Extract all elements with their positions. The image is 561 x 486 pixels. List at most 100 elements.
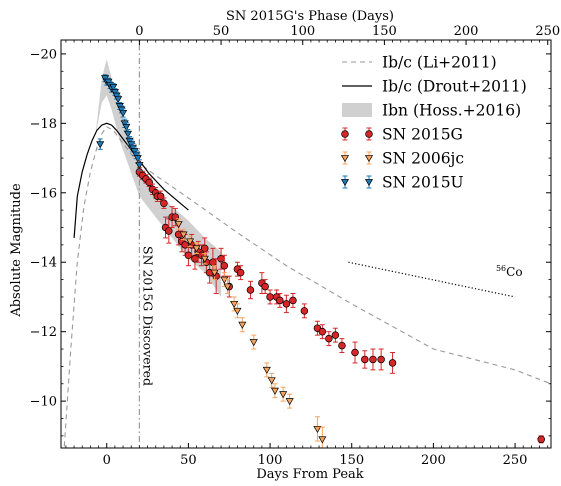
data-point bbox=[318, 436, 327, 444]
data-point bbox=[338, 341, 346, 350]
legend-label: SN 2006jc bbox=[382, 150, 464, 168]
legend-entry: Ib/c (Li+2011) bbox=[342, 54, 497, 72]
plot-frame bbox=[60, 39, 552, 449]
x-tick-label: 100 bbox=[258, 453, 283, 468]
y-tick-label: −14 bbox=[30, 256, 57, 271]
data-point bbox=[210, 269, 219, 277]
data-point bbox=[122, 123, 131, 131]
data-point bbox=[109, 83, 118, 92]
legend-marker bbox=[364, 155, 374, 163]
y-tick-label: −16 bbox=[30, 186, 57, 201]
data-point bbox=[171, 213, 180, 221]
data-point bbox=[192, 245, 201, 253]
data-point bbox=[238, 321, 247, 329]
data-point bbox=[223, 283, 232, 291]
discovery-label: SN 2015G Discovered bbox=[140, 246, 155, 386]
legend-entry: Ib/c (Drout+2011) bbox=[342, 78, 527, 96]
data-point bbox=[285, 398, 294, 406]
x-tick-label: 50 bbox=[180, 453, 197, 468]
data-point bbox=[270, 387, 280, 395]
legend-label: Ib/c (Drout+2011) bbox=[382, 78, 527, 96]
legend-entry: Ibn (Hoss.+2016) bbox=[342, 102, 521, 120]
drout2011-line bbox=[73, 122, 189, 238]
data-point bbox=[160, 199, 168, 207]
data-point bbox=[351, 348, 359, 357]
sn-2006jc-series bbox=[174, 218, 327, 448]
data-point bbox=[174, 221, 183, 229]
data-point bbox=[200, 244, 209, 253]
data-point bbox=[331, 331, 340, 339]
data-point bbox=[114, 96, 123, 104]
legend-entry: SN 2006jc bbox=[340, 150, 464, 168]
legend-label: SN 2015U bbox=[382, 174, 464, 192]
data-point bbox=[377, 355, 385, 364]
data-point bbox=[300, 307, 309, 315]
legend-swatch bbox=[342, 103, 372, 117]
li2011-line bbox=[63, 126, 551, 447]
data-point bbox=[156, 192, 165, 201]
data-point bbox=[145, 178, 153, 187]
legend-label: Ibn (Hoss.+2016) bbox=[382, 102, 521, 120]
data-point bbox=[266, 293, 274, 301]
legend-marker bbox=[341, 130, 349, 138]
data-point bbox=[179, 231, 188, 239]
data-point bbox=[135, 162, 144, 170]
data-point bbox=[388, 359, 397, 367]
data-point bbox=[246, 286, 255, 294]
legend-label: Ib/c (Li+2011) bbox=[382, 54, 497, 72]
y-tick-label: −20 bbox=[30, 47, 57, 62]
data-point bbox=[369, 355, 377, 364]
legend: Ib/c (Li+2011) Ib/c (Drout+2011) Ibn (Hoss… bbox=[340, 54, 527, 192]
cobalt-label: 56Co bbox=[496, 264, 523, 279]
y-tick-label: −12 bbox=[30, 325, 57, 340]
top-x-tick-label: 250 bbox=[535, 24, 560, 39]
cobalt-superscript: 56 bbox=[496, 264, 506, 273]
data-point bbox=[119, 109, 128, 118]
data-point bbox=[233, 307, 242, 315]
top-axis-title: SN 2015G's Phase (Days) bbox=[226, 9, 394, 24]
data-point bbox=[282, 300, 291, 308]
x-tick-label: 200 bbox=[421, 453, 446, 468]
data-point bbox=[236, 268, 245, 277]
data-point bbox=[537, 435, 545, 444]
plot-area: SN 2015G Discovered 56Co bbox=[63, 40, 551, 448]
x-tick-label: 250 bbox=[503, 453, 528, 468]
data-point bbox=[217, 255, 225, 263]
x-tick-label: 0 bbox=[103, 453, 111, 468]
data-point bbox=[267, 377, 276, 385]
legend-marker bbox=[365, 130, 373, 138]
top-x-tick-label: 100 bbox=[290, 24, 315, 39]
data-point bbox=[261, 282, 269, 291]
data-point bbox=[325, 334, 333, 343]
data-point bbox=[262, 366, 271, 375]
data-point bbox=[220, 261, 229, 270]
top-x-tick-label: 0 bbox=[135, 24, 143, 39]
y-axis-title: Absolute Magnitude bbox=[9, 183, 24, 318]
data-point bbox=[279, 391, 288, 399]
axes: 0 50 100 150 200 250 0 50 100 150 200 250 −10 −12 −14 −… bbox=[30, 24, 561, 468]
data-point bbox=[191, 255, 199, 263]
data-point bbox=[276, 296, 284, 305]
cobalt-symbol: Co bbox=[506, 265, 522, 279]
y-tick-label: −10 bbox=[30, 395, 57, 410]
top-x-tick-label: 200 bbox=[454, 24, 479, 39]
legend-entry: SN 2015G bbox=[341, 126, 463, 144]
data-point bbox=[133, 155, 142, 163]
sn-2015g-series bbox=[135, 167, 545, 444]
data-point bbox=[165, 227, 173, 235]
legend-marker bbox=[340, 155, 350, 163]
x-axis-title: Days From Peak bbox=[256, 467, 363, 482]
data-point bbox=[123, 130, 133, 138]
y-tick-label: −18 bbox=[30, 117, 57, 132]
data-point bbox=[200, 255, 209, 263]
sn-2015u-series bbox=[96, 74, 144, 171]
top-x-tick-label: 50 bbox=[213, 24, 230, 39]
legend-marker bbox=[364, 179, 374, 187]
data-point bbox=[313, 425, 322, 434]
legend-marker bbox=[340, 179, 350, 187]
x-tick-label: 150 bbox=[339, 453, 364, 468]
data-point bbox=[318, 327, 327, 336]
legend-label: SN 2015G bbox=[382, 126, 463, 144]
cobalt-decay-line bbox=[348, 261, 516, 298]
